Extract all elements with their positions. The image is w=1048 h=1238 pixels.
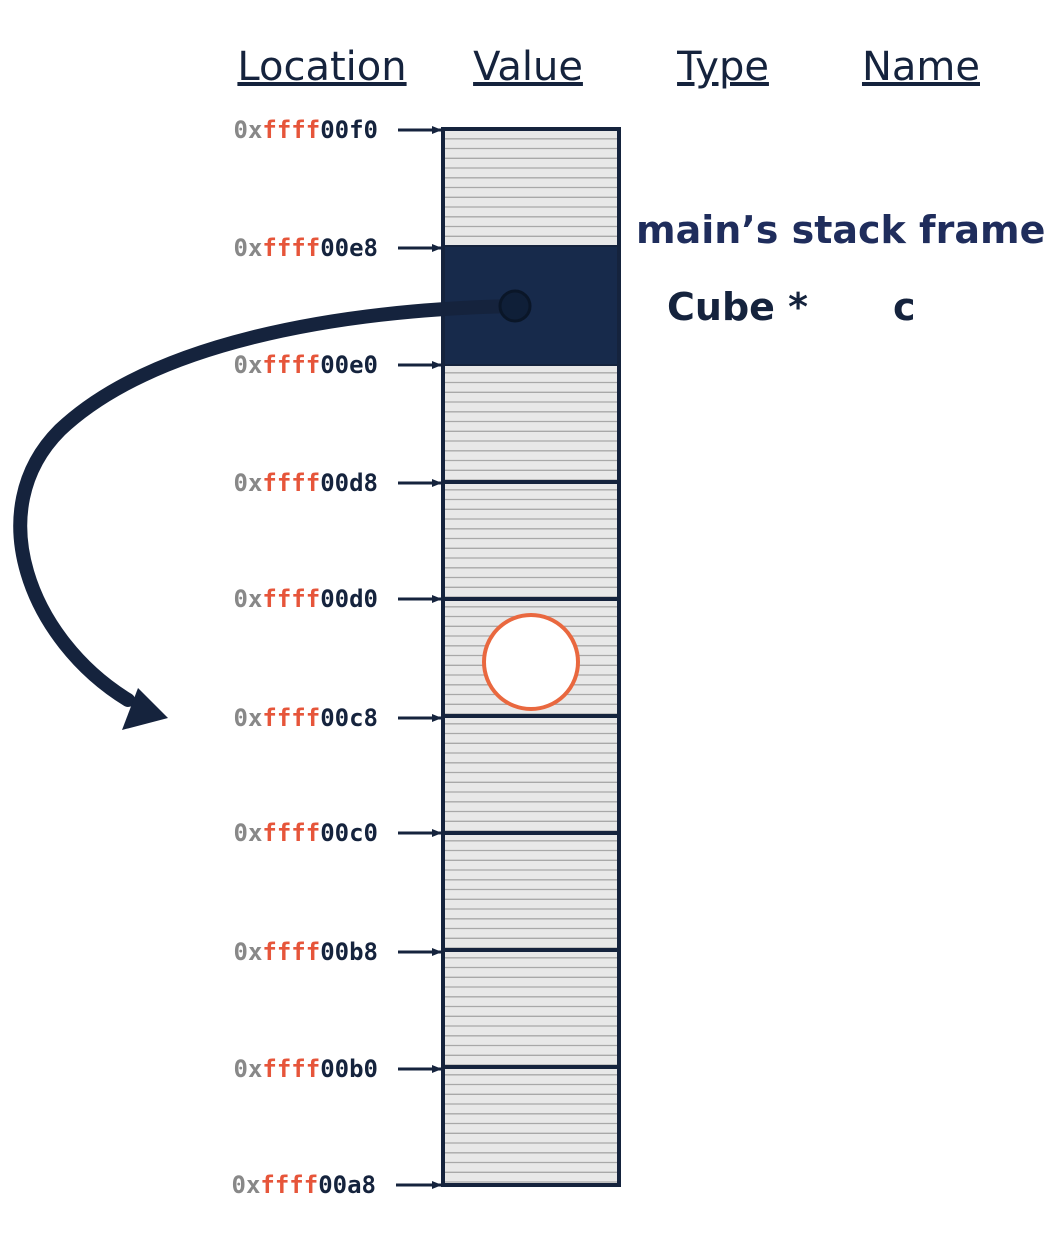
- address-prefix: 0x: [234, 819, 263, 847]
- address-prefix: 0x: [234, 585, 263, 613]
- address-suffix: 00d8: [320, 469, 378, 497]
- address-mid: ffff: [262, 1055, 320, 1083]
- address-mid: ffff: [262, 469, 320, 497]
- address-label: 0xffff00d0: [234, 585, 379, 613]
- memory-column-border: [441, 127, 621, 1187]
- address-mid: ffff: [262, 585, 320, 613]
- address-mid: ffff: [262, 116, 320, 144]
- address-suffix: 00a8: [318, 1171, 376, 1199]
- address-labels: 0xffff00f0 0xffff00e8 0xffff00e0 0xffff0…: [232, 116, 442, 1199]
- address-label: 0xffff00c0: [234, 819, 379, 847]
- address-label: 0xffff00e8: [234, 234, 379, 262]
- address-mid: ffff: [262, 351, 320, 379]
- address-row: 0xffff00b8: [234, 938, 442, 966]
- address-prefix: 0x: [234, 116, 263, 144]
- address-prefix: 0x: [234, 234, 263, 262]
- address-suffix: 00e8: [320, 234, 378, 262]
- address-row: 0xffff00f0: [234, 116, 442, 144]
- address-mid: ffff: [262, 819, 320, 847]
- address-prefix: 0x: [234, 704, 263, 732]
- address-row: 0xffff00e0: [234, 351, 442, 379]
- address-suffix: 00e0: [320, 351, 378, 379]
- address-label: 0xffff00c8: [234, 704, 379, 732]
- address-row: 0xffff00e8: [234, 234, 442, 262]
- address-label: 0xffff00a8: [232, 1171, 377, 1199]
- address-mid: ffff: [262, 704, 320, 732]
- address-label: 0xffff00b0: [234, 1055, 379, 1083]
- pointer-origin-dot: [498, 289, 532, 323]
- address-suffix: 00b0: [320, 1055, 378, 1083]
- address-row: 0xffff00d0: [234, 585, 442, 613]
- header-type: Type: [676, 44, 769, 90]
- address-suffix: 00b8: [320, 938, 378, 966]
- address-label: 0xffff00b8: [234, 938, 379, 966]
- header-value: Value: [473, 44, 583, 90]
- address-row: 0xffff00d8: [234, 469, 442, 497]
- header-location: Location: [237, 44, 406, 90]
- pointer-arrow: [13, 299, 522, 707]
- address-mid: ffff: [262, 234, 320, 262]
- address-prefix: 0x: [234, 938, 263, 966]
- pointer-arrowhead: [122, 688, 168, 730]
- address-suffix: 00d0: [320, 585, 378, 613]
- object-circle: [482, 613, 580, 711]
- address-row: 0xffff00c8: [234, 704, 442, 732]
- address-suffix: 00f0: [320, 116, 378, 144]
- address-prefix: 0x: [234, 469, 263, 497]
- variable-type: Cube *: [667, 285, 808, 329]
- variable-name: c: [893, 285, 916, 329]
- header-name: Name: [862, 44, 980, 90]
- address-mid: ffff: [260, 1171, 318, 1199]
- address-prefix: 0x: [232, 1171, 261, 1199]
- address-prefix: 0x: [234, 1055, 263, 1083]
- address-label: 0xffff00f0: [234, 116, 379, 144]
- address-row: 0xffff00b0: [234, 1055, 442, 1083]
- address-prefix: 0x: [234, 351, 263, 379]
- stack-frame-label: main’s stack frame: [636, 208, 1045, 252]
- address-label: 0xffff00d8: [234, 469, 379, 497]
- address-suffix: 00c8: [320, 704, 378, 732]
- address-suffix: 00c0: [320, 819, 378, 847]
- address-row: 0xffff00a8: [232, 1171, 442, 1199]
- address-row: 0xffff00c0: [234, 819, 442, 847]
- address-label: 0xffff00e0: [234, 351, 379, 379]
- address-mid: ffff: [262, 938, 320, 966]
